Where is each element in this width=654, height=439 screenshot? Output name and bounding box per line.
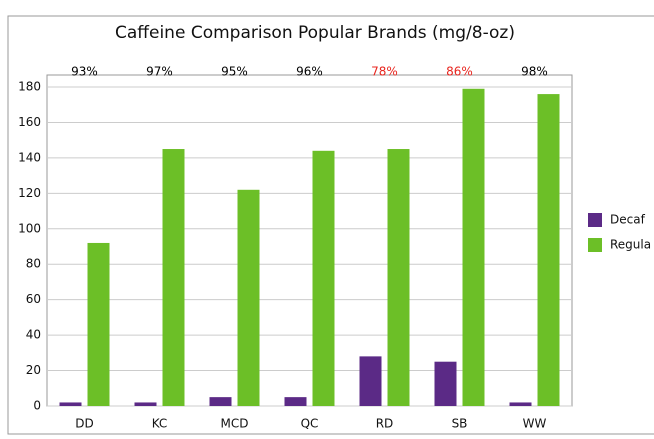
chart-title: Caffeine Comparison Popular Brands (mg/8… — [115, 23, 515, 43]
legend-swatch — [588, 238, 602, 252]
y-tick-label: 140 — [18, 150, 41, 164]
y-tick-label: 20 — [26, 363, 41, 377]
bar — [434, 361, 457, 406]
annotation: 86% — [446, 65, 473, 79]
bar — [509, 402, 532, 406]
x-tick-label: MCD — [221, 417, 249, 431]
bar — [284, 397, 307, 406]
y-tick-label: 60 — [26, 292, 41, 306]
annotation: 96% — [296, 65, 323, 79]
y-tick-label: 80 — [26, 257, 41, 271]
bar — [209, 397, 232, 406]
annotation: 93% — [71, 65, 98, 79]
bar — [462, 88, 485, 407]
bar — [134, 402, 157, 406]
legend-label: Regula — [610, 238, 651, 252]
x-tick-label: QC — [301, 417, 319, 431]
bar — [87, 242, 110, 406]
x-tick-label: RD — [376, 417, 394, 431]
x-tick-label: WW — [523, 417, 547, 431]
bar — [387, 149, 410, 406]
bar — [359, 356, 382, 406]
y-tick-label: 180 — [18, 80, 41, 94]
annotation: 95% — [221, 65, 248, 79]
y-tick-label: 120 — [18, 186, 41, 200]
bar — [162, 149, 185, 406]
bar — [312, 150, 335, 406]
bar — [59, 402, 82, 406]
annotation: 78% — [371, 65, 398, 79]
x-tick-label: DD — [75, 417, 93, 431]
y-tick-label: 0 — [33, 399, 41, 413]
y-tick-label: 40 — [26, 328, 41, 342]
legend-swatch — [588, 213, 602, 227]
legend-label: Decaf — [610, 213, 646, 227]
y-tick-label: 160 — [18, 115, 41, 129]
x-tick-label: SB — [452, 417, 468, 431]
bar — [537, 94, 560, 406]
x-tick-label: KC — [152, 417, 168, 431]
bar — [237, 189, 260, 406]
y-tick-label: 100 — [18, 221, 41, 235]
annotation: 98% — [521, 65, 548, 79]
annotation: 97% — [146, 65, 173, 79]
